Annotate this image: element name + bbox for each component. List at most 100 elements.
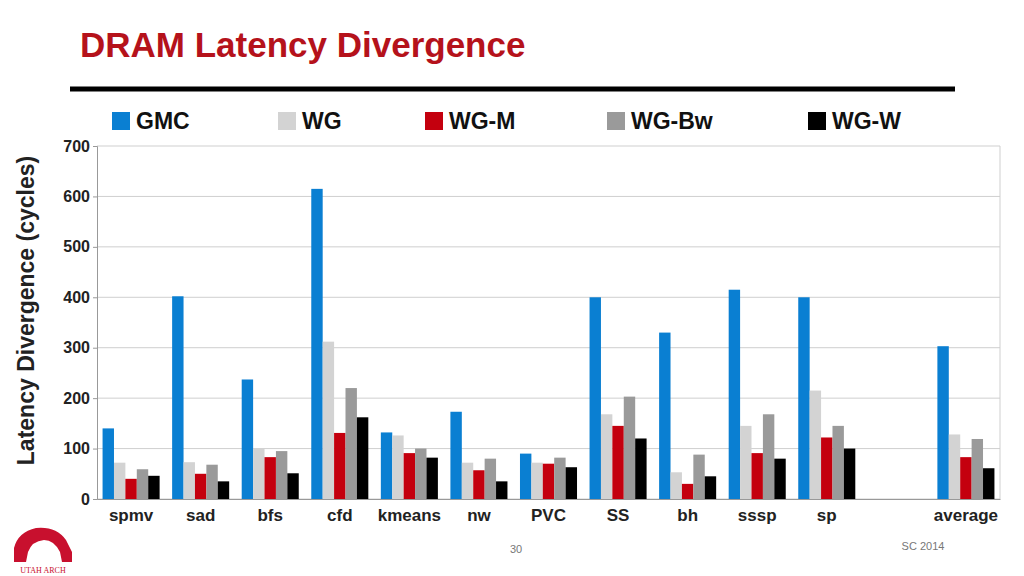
bar bbox=[253, 449, 264, 499]
logo-arch bbox=[14, 528, 72, 562]
bar bbox=[705, 476, 716, 499]
slide: DRAM Latency Divergence01002003004005006… bbox=[0, 0, 1024, 576]
legend-swatch bbox=[425, 112, 443, 130]
bar bbox=[195, 474, 206, 499]
bar bbox=[265, 457, 276, 499]
bar bbox=[520, 454, 531, 499]
legend-swatch bbox=[112, 112, 130, 130]
bar bbox=[392, 435, 403, 499]
bar bbox=[566, 467, 577, 499]
bar bbox=[323, 342, 334, 499]
bar bbox=[659, 333, 670, 499]
x-tick: kmeans bbox=[378, 499, 441, 525]
bar bbox=[682, 484, 693, 499]
y-tick-mark bbox=[93, 348, 97, 349]
bar bbox=[357, 417, 368, 499]
bar bbox=[276, 451, 287, 499]
x-tick: spmv bbox=[109, 499, 154, 525]
y-tick-mark bbox=[93, 499, 97, 500]
y-tick-label: 400 bbox=[63, 289, 90, 306]
legend-swatch bbox=[607, 112, 625, 130]
grid-line bbox=[97, 398, 1000, 399]
y-tick: 300 bbox=[63, 339, 97, 356]
bar bbox=[404, 453, 415, 499]
y-tick-label: 500 bbox=[63, 238, 90, 255]
legend-swatch bbox=[808, 112, 826, 130]
x-tick: cfd bbox=[327, 499, 353, 525]
bar bbox=[671, 472, 682, 499]
x-tick-label: PVC bbox=[531, 506, 566, 525]
bar bbox=[137, 469, 148, 499]
y-tick: 700 bbox=[63, 138, 97, 155]
x-tick-label: nw bbox=[467, 506, 491, 525]
legend-label: WG-Bw bbox=[631, 108, 713, 134]
x-tick: PVC bbox=[531, 499, 566, 525]
bar bbox=[287, 473, 298, 499]
x-tick: bfs bbox=[257, 499, 283, 525]
x-tick-label: sad bbox=[186, 506, 215, 525]
bar bbox=[125, 479, 136, 499]
bar bbox=[844, 449, 855, 499]
y-tick-label: 200 bbox=[63, 390, 90, 407]
bar bbox=[601, 414, 612, 499]
title: DRAM Latency Divergence bbox=[80, 25, 525, 64]
x-tick-label: spmv bbox=[109, 506, 154, 525]
y-tick: 600 bbox=[63, 188, 97, 205]
bar bbox=[740, 426, 751, 499]
y-tick-mark bbox=[93, 297, 97, 298]
bar bbox=[206, 465, 217, 499]
x-tick-label: sp bbox=[817, 506, 837, 525]
bar bbox=[949, 434, 960, 499]
bar bbox=[798, 297, 809, 499]
grid-line bbox=[97, 246, 1000, 247]
bar bbox=[624, 397, 635, 499]
x-tick-label: average bbox=[934, 506, 998, 525]
y-tick: 0 bbox=[81, 491, 97, 508]
y-tick: 200 bbox=[63, 390, 97, 407]
legend-swatch bbox=[278, 112, 296, 130]
bar bbox=[311, 189, 322, 499]
x-tick-label: bfs bbox=[257, 506, 283, 525]
y-tick-label: 0 bbox=[81, 491, 90, 508]
y-tick-mark bbox=[93, 146, 97, 147]
bar bbox=[937, 346, 948, 499]
bar bbox=[821, 437, 832, 499]
legend-label: WG-W bbox=[832, 108, 901, 134]
y-tick-label: 700 bbox=[63, 138, 90, 155]
bar bbox=[415, 449, 426, 499]
grid-line bbox=[97, 297, 1000, 298]
x-tick-label: kmeans bbox=[378, 506, 441, 525]
bar bbox=[752, 453, 763, 499]
y-tick-mark bbox=[93, 398, 97, 399]
bar bbox=[242, 379, 253, 499]
x-tick: sp bbox=[817, 499, 837, 525]
plot-frame bbox=[1000, 146, 1001, 499]
y-axis: 0100200300400500600700 bbox=[63, 138, 97, 508]
bar bbox=[148, 476, 159, 499]
x-tick: nw bbox=[467, 499, 491, 525]
legend-label: GMC bbox=[136, 108, 190, 134]
y-tick-mark bbox=[93, 449, 97, 450]
bars bbox=[103, 189, 995, 499]
bar bbox=[960, 457, 971, 499]
y-tick: 400 bbox=[63, 289, 97, 306]
y-tick: 500 bbox=[63, 238, 97, 255]
page-number: 30 bbox=[510, 543, 522, 555]
x-axis-line bbox=[98, 499, 1001, 500]
bar bbox=[590, 297, 601, 499]
grid bbox=[97, 146, 1000, 499]
grid-line bbox=[97, 196, 1000, 197]
x-axis: spmvsadbfscfdkmeansnwPVCSSbhssspspaverag… bbox=[98, 499, 1001, 525]
legend-label: WG-M bbox=[449, 108, 515, 134]
bar bbox=[543, 464, 554, 499]
bar bbox=[832, 426, 843, 499]
bar bbox=[810, 391, 821, 499]
bar bbox=[972, 439, 983, 499]
bar bbox=[462, 463, 473, 499]
bar bbox=[426, 458, 437, 499]
bar bbox=[485, 459, 496, 499]
y-axis-line bbox=[93, 147, 98, 500]
bar bbox=[218, 481, 229, 499]
title-rule bbox=[70, 87, 955, 92]
bar bbox=[554, 458, 565, 499]
